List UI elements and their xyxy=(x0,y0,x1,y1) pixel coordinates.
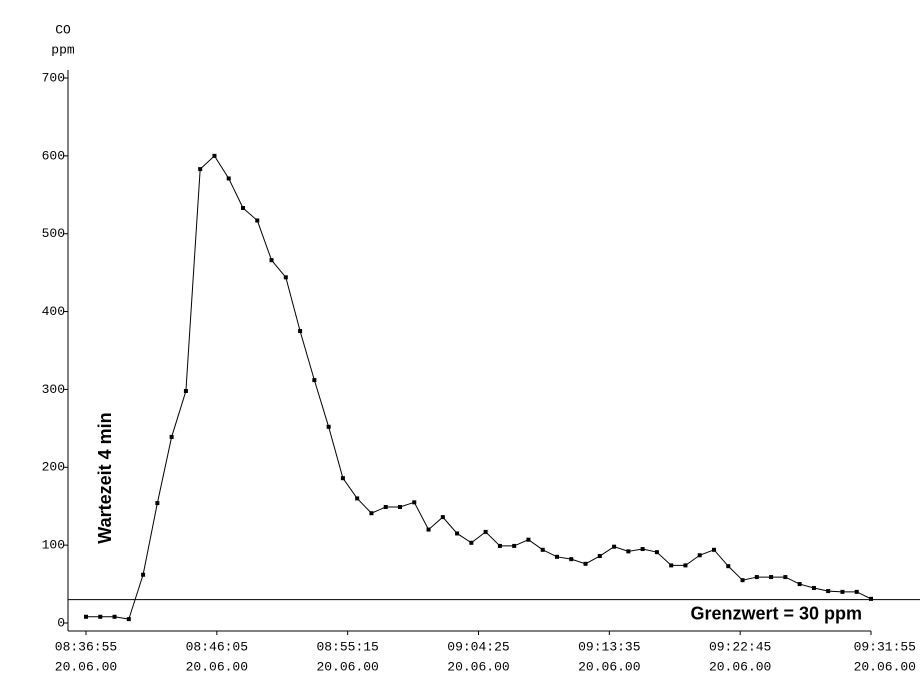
x-tick-date: 20.06.00 xyxy=(854,659,916,674)
data-point xyxy=(340,476,345,481)
data-point xyxy=(697,553,702,558)
x-tick-label: 08:46:05 xyxy=(186,639,248,654)
data-point xyxy=(326,424,331,429)
x-tick-date: 20.06.00 xyxy=(55,659,117,674)
data-point xyxy=(612,544,617,549)
x-tick-date: 20.06.00 xyxy=(447,659,509,674)
y-tick-label: 100 xyxy=(42,538,65,553)
data-point xyxy=(669,563,674,568)
y-tick-label: 400 xyxy=(42,304,65,319)
data-point xyxy=(497,543,502,548)
data-point xyxy=(640,547,645,552)
data-point xyxy=(583,561,588,566)
data-point xyxy=(740,578,745,583)
x-tick-date: 20.06.00 xyxy=(709,659,771,674)
data-point xyxy=(283,275,288,280)
x-tick-date: 20.06.00 xyxy=(578,659,640,674)
x-tick-date: 20.06.00 xyxy=(316,659,378,674)
data-point xyxy=(183,388,188,393)
data-point xyxy=(141,572,146,577)
data-point xyxy=(654,550,659,555)
data-point xyxy=(126,617,131,622)
data-point xyxy=(255,218,260,223)
data-point xyxy=(169,434,174,439)
x-tick-label: 09:13:35 xyxy=(578,639,640,654)
x-tick-label: 09:22:45 xyxy=(709,639,771,654)
data-point xyxy=(483,529,488,534)
data-point xyxy=(312,378,317,383)
data-point xyxy=(84,614,88,619)
limit-label: Grenzwert = 30 ppm xyxy=(690,603,862,623)
annotation: Wartezeit 4 min xyxy=(95,412,115,543)
data-point xyxy=(455,531,460,536)
data-point xyxy=(555,554,559,559)
y-tick-label: 0 xyxy=(57,615,65,630)
x-tick-label: 09:31:55 xyxy=(854,639,916,654)
data-point xyxy=(783,575,788,580)
y-tick-label: 600 xyxy=(42,148,65,163)
data-point xyxy=(840,589,845,594)
data-point xyxy=(98,614,103,619)
y-tick-label: 500 xyxy=(42,226,65,241)
data-point xyxy=(726,564,731,569)
data-point xyxy=(540,547,545,552)
x-tick-label: 08:55:15 xyxy=(316,639,378,654)
x-tick-date: 20.06.00 xyxy=(186,659,248,674)
data-point xyxy=(369,511,374,516)
data-point xyxy=(355,496,360,501)
data-point xyxy=(712,547,716,552)
data-point xyxy=(412,500,417,505)
data-point xyxy=(383,504,388,509)
data-point xyxy=(683,563,688,568)
data-point xyxy=(398,504,402,509)
data-point xyxy=(811,585,816,590)
data-point xyxy=(212,153,217,158)
y-label: CO xyxy=(55,22,71,37)
y-label: ppm xyxy=(51,42,75,57)
data-point xyxy=(769,575,774,580)
data-point xyxy=(155,501,160,506)
data-point xyxy=(512,543,517,548)
data-point xyxy=(826,589,831,594)
data-point xyxy=(869,596,873,601)
data-point xyxy=(226,176,231,181)
data-point xyxy=(469,540,474,545)
data-point xyxy=(269,258,274,263)
y-tick-label: 700 xyxy=(42,70,65,85)
data-point xyxy=(198,167,203,172)
data-point xyxy=(426,527,431,532)
data-point xyxy=(797,582,802,587)
data-point xyxy=(854,589,859,594)
data-point xyxy=(440,515,445,520)
x-tick-label: 09:04:25 xyxy=(447,639,509,654)
y-tick-label: 300 xyxy=(42,382,65,397)
data-line xyxy=(86,155,872,620)
data-point xyxy=(754,575,759,580)
data-point xyxy=(241,206,245,211)
data-point xyxy=(626,549,631,554)
data-point xyxy=(298,329,303,334)
data-point xyxy=(112,614,117,619)
data-point xyxy=(597,554,602,559)
y-tick-label: 200 xyxy=(42,460,65,475)
x-tick-label: 08:36:55 xyxy=(55,639,117,654)
data-point xyxy=(526,537,531,542)
data-point xyxy=(569,557,574,562)
